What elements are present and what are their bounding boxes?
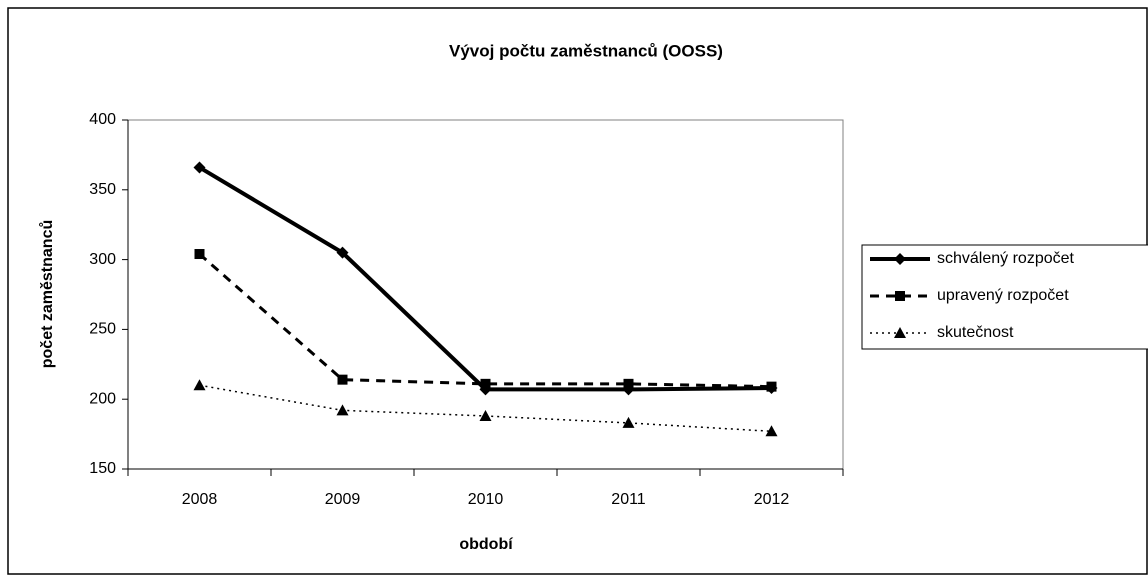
legend-marker bbox=[894, 327, 906, 338]
legend-marker bbox=[894, 253, 906, 265]
marker bbox=[622, 416, 635, 428]
marker bbox=[336, 246, 349, 259]
x-tick-label: 2009 bbox=[325, 491, 361, 508]
marker bbox=[337, 374, 348, 385]
legend-marker bbox=[895, 291, 905, 301]
marker bbox=[193, 379, 206, 391]
y-tick-label: 200 bbox=[89, 390, 116, 407]
x-tick-label: 2011 bbox=[611, 491, 646, 508]
y-axis-label: počet zaměstnanců bbox=[39, 220, 56, 368]
legend-label: upravený rozpočet bbox=[937, 287, 1069, 304]
y-tick-label: 300 bbox=[89, 251, 116, 268]
marker bbox=[623, 378, 634, 389]
y-tick-label: 150 bbox=[89, 460, 116, 477]
marker bbox=[480, 378, 491, 389]
y-tick-label: 400 bbox=[89, 111, 116, 128]
x-tick-label: 2012 bbox=[754, 491, 790, 508]
marker bbox=[194, 249, 205, 260]
y-tick-label: 350 bbox=[89, 181, 116, 198]
marker bbox=[765, 425, 778, 437]
x-axis-label: období bbox=[459, 536, 513, 553]
legend-label: schválený rozpočet bbox=[937, 250, 1075, 267]
x-tick-label: 2008 bbox=[182, 491, 218, 508]
chart-title: Vývoj počtu zaměstnanců (OOSS) bbox=[449, 41, 723, 60]
y-tick-label: 250 bbox=[89, 321, 116, 338]
x-tick-label: 2010 bbox=[468, 491, 504, 508]
marker bbox=[766, 381, 777, 392]
marker bbox=[193, 161, 206, 174]
marker bbox=[336, 404, 349, 416]
marker bbox=[479, 409, 492, 421]
legend-label: skutečnost bbox=[937, 324, 1014, 341]
